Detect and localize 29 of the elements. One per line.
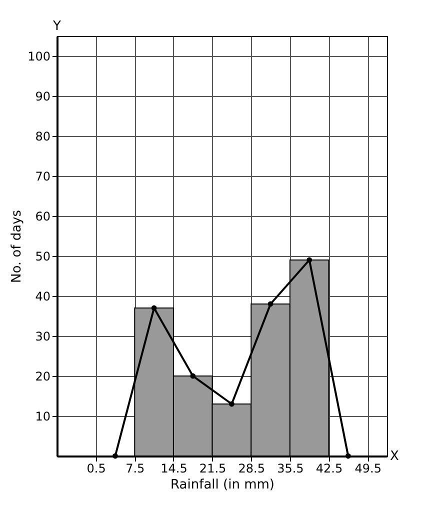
y-tick-label: 90 [35,90,50,104]
y-tick-label: 30 [35,330,50,344]
point [151,305,157,311]
y-tick-label: 50 [35,250,50,264]
x-tick-label: 42.5 [316,462,343,476]
x-tick-label: 7.5 [126,462,145,476]
point [306,257,312,263]
y-tick-label: 40 [35,290,50,304]
x-tick-label: 28.5 [238,462,265,476]
point [112,453,118,459]
y-tick-label: 60 [35,210,50,224]
point [228,401,234,407]
x-tick-label: 49.5 [354,462,382,476]
y-tick-label: 100 [28,50,50,64]
y-axis-title: No. of days [10,210,25,284]
point [345,453,351,459]
x-tick-label: 35.5 [277,462,304,476]
y-tick-label: 70 [35,170,50,184]
point [190,373,196,379]
y-tick-label: 20 [35,370,50,384]
y-tick-label: 80 [35,130,50,144]
x-tick-label: 21.5 [199,462,226,476]
x-axis-title: Rainfall (in mm) [170,478,274,492]
text: X [390,449,399,464]
point [268,301,274,307]
x-tick-label: 14.5 [160,462,188,476]
y-tick-label: 10 [35,410,50,424]
x-tick-label: 0.5 [86,462,106,476]
text: Y [52,19,62,34]
